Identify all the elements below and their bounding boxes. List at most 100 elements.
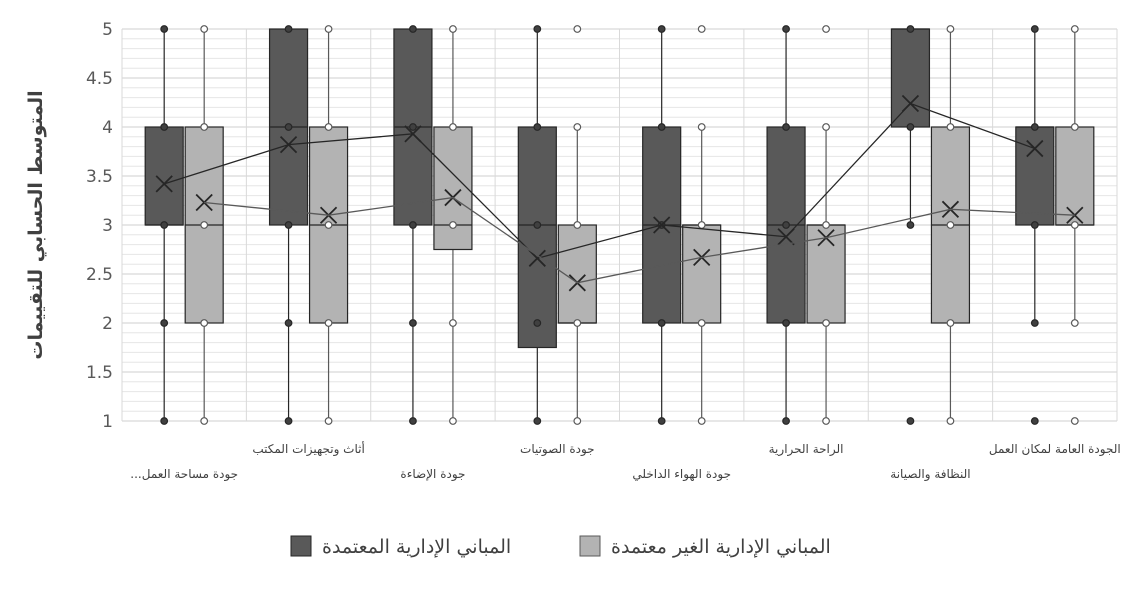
y-tick-label: 4 [102,118,113,138]
legend-label: المباني الإدارية الغير معتمدة [611,536,831,558]
mean-line [204,196,1075,284]
data-point [200,319,209,327]
category-label: الراحة الحرارية [769,442,844,457]
data-point [1070,319,1079,327]
box [806,224,846,324]
box-group [890,25,931,425]
box-group [144,25,184,425]
data-point [449,221,457,229]
y-tick-label: 1.5 [86,363,113,383]
data-point [284,417,293,425]
box [1015,126,1055,226]
data-point [533,417,542,425]
y-tick-label: 1 [102,412,113,432]
data-point [782,221,790,229]
box-group [1015,25,1055,425]
legend-label: المباني الإدارية المعتمدة [322,536,511,558]
data-point [697,123,706,131]
data-point [533,123,542,131]
data-point [1030,123,1039,131]
data-point [1030,417,1039,425]
box [433,126,473,251]
data-point [1030,221,1039,229]
data-point [449,123,457,131]
data-point [906,123,915,131]
box-group [517,25,557,425]
data-point [782,25,790,33]
data-point [533,25,542,33]
data-point [946,123,955,131]
data-point [324,319,333,327]
data-point [1070,417,1079,425]
data-point [324,123,333,131]
box-group [930,25,971,425]
category-labels: جودة مساحة العمل... أثاث وتجهيزات المكتب ج… [130,441,1120,482]
data-point [782,123,790,131]
data-point [822,123,830,131]
data-point [284,319,293,327]
box [517,126,557,349]
data-point [409,221,417,229]
box-group [557,25,597,425]
data-point [160,319,169,327]
data-point [200,221,209,229]
legend-swatch [579,535,601,557]
box-group [268,25,309,425]
data-point [449,319,457,327]
data-point [782,319,790,327]
y-axis-label: المتوسط الحسابي للتقييمات [25,90,47,359]
category-label: جودة مساحة العمل... [130,467,238,482]
data-point [409,123,417,131]
data-point [1070,221,1079,229]
data-point [573,319,582,327]
data-point [324,417,333,425]
y-tick-label: 2 [102,314,113,334]
data-point [906,221,915,229]
box-group [682,25,722,425]
data-point [657,123,666,131]
data-point [782,417,790,425]
data-point [160,417,169,425]
box-group [393,25,433,425]
data-point [573,123,582,131]
data-point [906,417,915,425]
category-label: النظافة والصيانة [890,467,970,482]
data-point [160,25,169,33]
y-tick-label: 2.5 [86,265,113,285]
data-point [657,417,666,425]
legend-swatch [290,535,312,557]
box [682,224,722,324]
data-point [946,319,955,327]
y-tick-label: 5 [102,20,113,40]
data-point [822,417,830,425]
data-point [324,25,333,33]
data-point [906,25,915,33]
box [890,28,931,128]
data-point [409,25,417,33]
box-group [433,25,473,425]
box-group [308,25,349,425]
box-group [184,25,224,425]
data-point [1070,25,1079,33]
mean-line [163,102,1036,260]
data-point [657,25,666,33]
data-point [822,319,830,327]
data-point [946,417,955,425]
data-point [697,25,706,33]
category-label: جودة الهواء الداخلي [632,467,731,482]
y-axis-ticks: 1 1.5 2 2.5 3 3.5 4 4.5 5 [86,20,113,432]
data-point [1070,123,1079,131]
data-point [573,417,582,425]
data-point [200,123,209,131]
data-point [573,25,582,33]
box-group [766,25,806,425]
data-point [160,221,169,229]
data-point [160,123,169,131]
data-point [1030,25,1039,33]
data-point [533,221,542,229]
data-point [533,319,542,327]
data-point [697,221,706,229]
data-point [822,25,830,33]
data-point [946,221,955,229]
y-tick-label: 4.5 [86,69,113,89]
